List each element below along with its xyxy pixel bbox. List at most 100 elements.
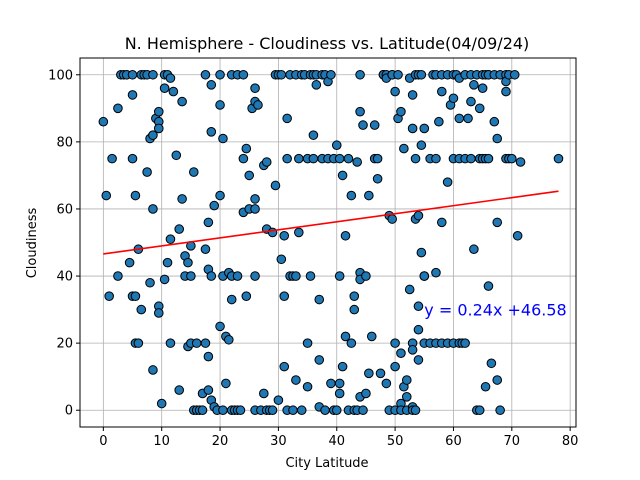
data-point bbox=[512, 230, 523, 241]
data-point bbox=[501, 86, 511, 97]
data-point bbox=[206, 127, 217, 137]
data-point bbox=[492, 133, 503, 144]
y-tick-label: 20 bbox=[56, 337, 73, 352]
data-point bbox=[250, 204, 260, 214]
data-point bbox=[203, 351, 214, 362]
data-point bbox=[153, 308, 164, 318]
data-point bbox=[466, 153, 476, 164]
data-point bbox=[364, 368, 374, 379]
data-point bbox=[460, 338, 470, 348]
data-point bbox=[261, 157, 272, 167]
data-point bbox=[489, 116, 500, 127]
data-point bbox=[355, 69, 365, 80]
data-point bbox=[145, 277, 155, 288]
data-point bbox=[507, 153, 517, 164]
data-point bbox=[509, 69, 520, 80]
data-point bbox=[326, 69, 336, 80]
data-point bbox=[372, 173, 383, 184]
data-point bbox=[188, 167, 199, 177]
data-point bbox=[162, 257, 173, 268]
data-point bbox=[142, 167, 152, 177]
data-point bbox=[130, 190, 141, 201]
data-point bbox=[200, 338, 211, 348]
data-point bbox=[474, 405, 485, 416]
data-point bbox=[358, 405, 368, 416]
data-point bbox=[224, 334, 234, 345]
data-point bbox=[410, 153, 421, 164]
data-point bbox=[387, 214, 397, 224]
data-point bbox=[197, 405, 208, 416]
data-point bbox=[369, 120, 380, 130]
data-point bbox=[331, 140, 342, 151]
data-point bbox=[130, 291, 141, 301]
data-point bbox=[174, 224, 184, 234]
data-point bbox=[454, 113, 465, 124]
data-point bbox=[235, 405, 246, 416]
data-point bbox=[352, 157, 362, 167]
data-point bbox=[413, 324, 424, 335]
data-point bbox=[413, 210, 424, 221]
y-axis-title: Cloudiness bbox=[25, 208, 40, 279]
x-axis-title: City Latitude bbox=[285, 456, 368, 471]
data-point bbox=[334, 153, 345, 164]
data-point bbox=[294, 227, 304, 238]
data-point bbox=[276, 254, 287, 265]
data-point bbox=[302, 338, 313, 348]
data-point bbox=[156, 398, 167, 409]
data-point bbox=[200, 69, 211, 80]
data-point bbox=[334, 388, 345, 399]
data-point bbox=[314, 355, 325, 365]
data-points bbox=[98, 69, 564, 416]
data-point bbox=[127, 69, 138, 80]
data-point bbox=[349, 304, 360, 315]
data-point bbox=[101, 190, 112, 201]
data-point bbox=[276, 69, 287, 80]
data-point bbox=[159, 83, 170, 93]
data-point bbox=[434, 116, 444, 127]
data-point bbox=[366, 331, 377, 342]
data-point bbox=[361, 388, 371, 399]
data-point bbox=[390, 86, 400, 97]
data-point bbox=[206, 80, 217, 90]
data-point bbox=[390, 361, 400, 372]
data-point bbox=[413, 301, 424, 312]
data-point bbox=[463, 113, 473, 124]
plot-frame bbox=[79, 57, 577, 428]
data-point bbox=[291, 375, 301, 385]
data-point bbox=[407, 90, 418, 100]
data-point bbox=[168, 86, 179, 97]
data-point bbox=[203, 385, 214, 395]
data-point bbox=[282, 113, 292, 124]
data-point bbox=[410, 405, 421, 416]
data-point bbox=[238, 153, 249, 164]
data-point bbox=[469, 244, 479, 255]
x-tick-label: 50 bbox=[387, 434, 404, 449]
data-point bbox=[346, 190, 357, 201]
data-point bbox=[480, 381, 491, 392]
data-point bbox=[431, 153, 441, 164]
data-point bbox=[291, 271, 301, 281]
data-point bbox=[340, 331, 351, 342]
x-tick-label: 30 bbox=[270, 434, 287, 449]
data-point bbox=[171, 150, 182, 161]
data-point bbox=[165, 73, 176, 83]
data-point bbox=[390, 338, 400, 348]
data-point bbox=[183, 257, 193, 268]
axis-ticks: 0 10 20 30 40 50 60 70 80 0 20 40 60 80 100 bbox=[48, 68, 578, 449]
data-point bbox=[174, 385, 184, 395]
data-point bbox=[404, 284, 415, 295]
chart-title: N. Hemisphere - Cloudiness vs. Latitude(… bbox=[125, 34, 530, 53]
data-point bbox=[282, 153, 292, 164]
data-point bbox=[401, 375, 412, 385]
data-point bbox=[474, 103, 485, 114]
data-point bbox=[98, 116, 109, 127]
data-point bbox=[419, 271, 430, 281]
data-point bbox=[334, 271, 345, 281]
data-point bbox=[133, 338, 144, 348]
data-point bbox=[358, 120, 368, 130]
data-point bbox=[279, 291, 290, 301]
x-tick-label: 10 bbox=[153, 434, 170, 449]
data-point bbox=[136, 304, 147, 315]
data-point bbox=[226, 294, 237, 305]
